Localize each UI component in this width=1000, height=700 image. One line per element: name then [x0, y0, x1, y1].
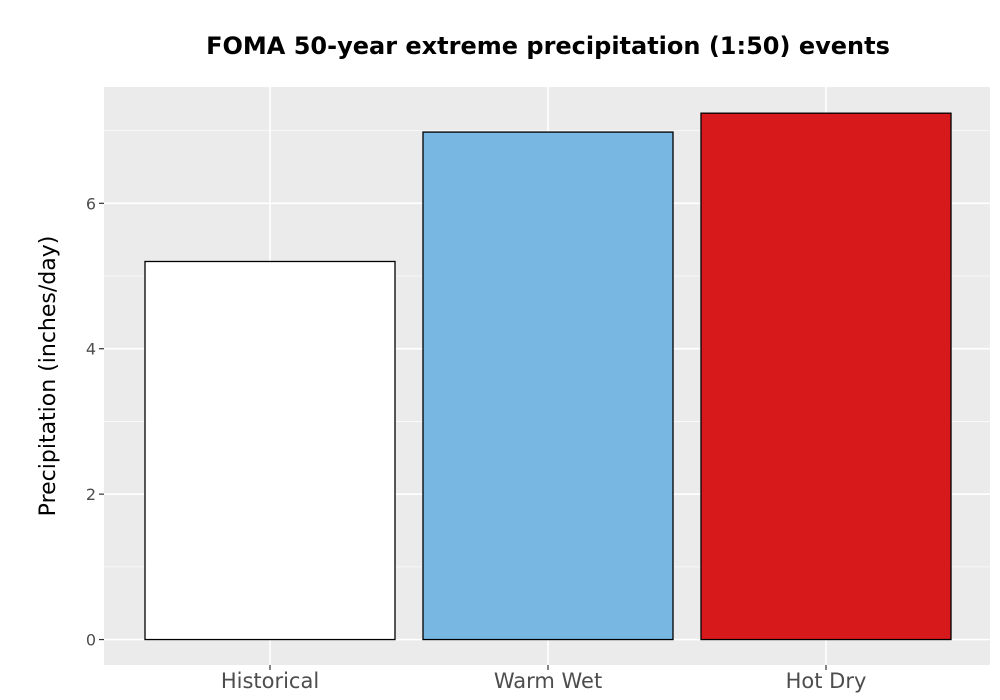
x-tick-label: Historical: [221, 669, 319, 693]
bar-warm-wet: [422, 131, 674, 641]
chart-title: FOMA 50-year extreme precipitation (1:50…: [206, 32, 890, 60]
y-axis-title: Precipitation (inches/day): [36, 236, 61, 517]
bar-historical: [144, 260, 396, 641]
y-tick-label: 0: [86, 631, 96, 650]
bar-hot-dry: [700, 112, 952, 641]
y-tick-label: 2: [86, 485, 96, 504]
x-axis: Historical Warm Wet Hot Dry: [221, 665, 867, 693]
y-axis: 0 2 4 6: [86, 194, 104, 650]
x-tick-label: Hot Dry: [786, 669, 867, 693]
y-tick-label: 6: [86, 194, 96, 213]
x-tick-label: Warm Wet: [494, 669, 602, 693]
bars-group: [144, 112, 952, 641]
y-tick-label: 4: [86, 340, 96, 359]
